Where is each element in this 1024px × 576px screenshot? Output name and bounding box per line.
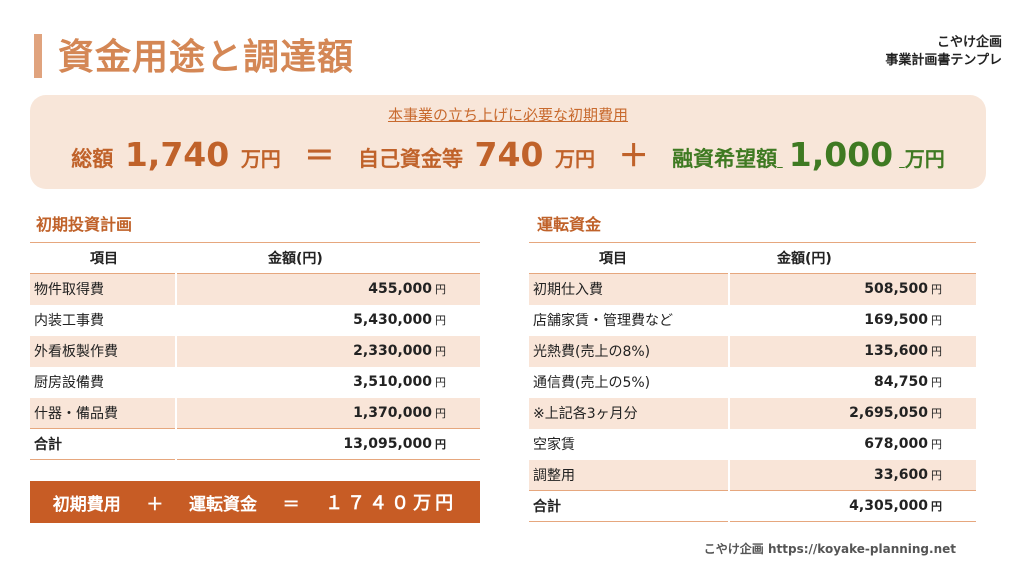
row-item: 光熱費(売上の8%) <box>529 335 730 367</box>
row-item: 調整用 <box>529 459 730 491</box>
row-item: ※上記各3ヶ月分 <box>529 397 730 429</box>
column-header-amount: 金額(円) <box>729 242 976 274</box>
row-amount: 455,000 <box>176 273 434 305</box>
row-amount: 135,600 <box>729 335 930 367</box>
row-item: 物件取得費 <box>30 273 177 305</box>
row-unit: 円 <box>930 459 976 491</box>
loan-label: 融資希望額 <box>672 147 778 171</box>
loan-request-group: 融資希望額 1,000 万円 <box>672 135 945 174</box>
table-header-row: 項目 金額(円) <box>529 242 976 274</box>
row-amount: 84,750 <box>873 374 928 390</box>
total-amount: 4,305,000 <box>729 490 930 522</box>
brand-name: こやけ企画 <box>936 35 1002 50</box>
own-funds-unit: 万円 <box>555 147 596 171</box>
table-row: 通信費(売上の5%) 84,750 円 <box>529 366 976 398</box>
table-row: 初期仕入費 508,500 円 <box>529 273 976 305</box>
initial-investment-title: 初期投資計画 <box>36 215 133 234</box>
total-unit: 円 <box>930 490 976 522</box>
column-header-item: 項目 <box>30 242 176 274</box>
table-row: 光熱費(売上の8%) 135,600 円 <box>529 335 976 367</box>
row-amount: 1,370,000 <box>176 397 434 429</box>
row-unit: 円 <box>930 397 976 429</box>
table-row: 外看板製作費 2,330,000 円 <box>30 335 480 367</box>
row-unit: 円 <box>931 314 942 327</box>
row-amount: 5,430,000 <box>353 312 432 328</box>
row-unit: 円 <box>930 335 976 367</box>
plus-sign: ＋ <box>618 139 649 174</box>
row-unit: 円 <box>435 314 446 327</box>
row-item: 初期仕入費 <box>529 273 730 305</box>
row-item: 通信費(売上の5%) <box>529 366 730 398</box>
table-row: 調整用 33,600 円 <box>529 459 976 491</box>
row-item: 空家賃 <box>529 428 730 460</box>
row-unit: 円 <box>434 273 480 305</box>
loan-unit: 万円 <box>904 147 945 171</box>
row-amount: 678,000 <box>864 436 928 452</box>
table-row: 物件取得費 455,000 円 <box>30 273 480 305</box>
total-unit: 万円 <box>240 147 281 171</box>
page-title: 資金用途と調達額 <box>58 37 355 78</box>
row-unit: 円 <box>931 438 942 451</box>
row-item: 厨房設備費 <box>30 366 177 398</box>
working-capital-title: 運転資金 <box>537 215 602 234</box>
row-unit: 円 <box>434 335 480 367</box>
formula-plus: ＋ <box>146 494 164 515</box>
brand-subtitle: 事業計画書テンプレ <box>885 53 1002 68</box>
row-amount: 169,500 <box>864 312 928 328</box>
table-row: ※上記各3ヶ月分 2,695,050 円 <box>529 397 976 429</box>
total-value: 1,740 <box>124 135 230 174</box>
row-item: 外看板製作費 <box>30 335 177 367</box>
initial-investment-table: 項目 金額(円) 物件取得費 455,000 円 内装工事費 5,430,000… <box>30 242 480 460</box>
brand-block: こやけ企画 事業計画書テンプレ <box>885 34 1002 70</box>
row-unit: 円 <box>435 376 446 389</box>
table-row: 内装工事費 5,430,000 円 <box>30 304 480 336</box>
own-funds-value: 740 <box>474 135 544 174</box>
formula-working-capital: 運転資金 <box>188 494 257 515</box>
table-total-row: 合計 4,305,000 円 <box>529 490 976 522</box>
row-item: 店舗家賃・管理費など <box>529 304 730 336</box>
row-unit: 円 <box>930 273 976 305</box>
total-unit: 円 <box>434 428 480 460</box>
row-unit: 円 <box>931 376 942 389</box>
funding-equation: 総額 1,740 万円 ＝ 自己資金等 740 万円 ＋ 融資希望額 1,000… <box>30 131 986 175</box>
row-amount: 33,600 <box>729 459 930 491</box>
loan-value: 1,000 <box>788 135 894 174</box>
table-total-row: 合計 13,095,000 円 <box>30 428 480 460</box>
formula-initial-cost: 初期費用 <box>52 494 121 515</box>
row-unit: 円 <box>434 397 480 429</box>
formula-result: １７４０万円 <box>325 493 458 514</box>
total-item: 合計 <box>30 428 177 460</box>
equals-sign: ＝ <box>304 139 335 174</box>
column-header-amount: 金額(円) <box>176 242 480 274</box>
column-header-item: 項目 <box>529 242 729 274</box>
row-item: 什器・備品費 <box>30 397 177 429</box>
total-amount: 13,095,000 <box>176 428 434 460</box>
table-row: 店舗家賃・管理費など 169,500 円 <box>529 304 976 336</box>
funding-summary-box: 本事業の立ち上げに必要な初期費用 総額 1,740 万円 ＝ 自己資金等 740… <box>30 95 986 189</box>
table-row: 厨房設備費 3,510,000 円 <box>30 366 480 398</box>
row-amount: 2,695,050 <box>729 397 930 429</box>
title-accent-bar <box>34 34 42 78</box>
table-header-row: 項目 金額(円) <box>30 242 480 274</box>
summary-subtitle: 本事業の立ち上げに必要な初期費用 <box>387 106 628 124</box>
total-item: 合計 <box>529 490 730 522</box>
footer-credit: こやけ企画 https://koyake-planning.net <box>703 542 956 556</box>
own-funds-label: 自己資金等 <box>357 147 463 171</box>
row-amount: 2,330,000 <box>176 335 434 367</box>
formula-equals: ＝ <box>282 494 300 515</box>
total-label: 総額 <box>71 147 114 171</box>
row-amount: 508,500 <box>729 273 930 305</box>
cost-formula-banner: 初期費用 ＋ 運転資金 ＝ １７４０万円 <box>30 481 480 523</box>
row-amount: 3,510,000 <box>353 374 432 390</box>
table-row: 什器・備品費 1,370,000 円 <box>30 397 480 429</box>
working-capital-table: 項目 金額(円) 初期仕入費 508,500 円 店舗家賃・管理費など 169,… <box>529 242 976 522</box>
row-item: 内装工事費 <box>30 304 177 336</box>
table-row: 空家賃 678,000 円 <box>529 428 976 460</box>
